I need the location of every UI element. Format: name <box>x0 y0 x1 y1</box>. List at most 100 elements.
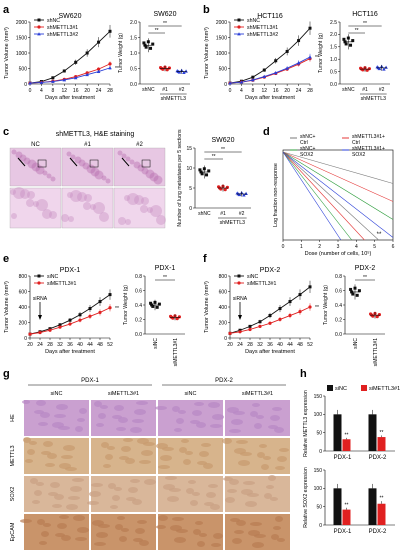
sig-label: ** <box>355 28 359 34</box>
tissue-blob <box>116 427 126 431</box>
tissue-blob <box>261 464 269 470</box>
tissue-blob <box>46 173 52 179</box>
tissue-blob <box>124 195 130 201</box>
chart-title: HCT116 <box>257 13 283 20</box>
tissue-blob <box>101 175 107 181</box>
data-point <box>108 66 112 70</box>
tissue-blob <box>11 149 17 155</box>
tissue-blob <box>66 504 78 510</box>
tissue-blob <box>36 400 46 406</box>
arrow-icon <box>69 157 78 167</box>
tissue-blob <box>137 164 145 172</box>
x-axis-label: Days after treatment <box>245 349 295 355</box>
legend-label: SOX2 <box>300 152 314 158</box>
tissue-blob <box>241 489 253 495</box>
data-point <box>175 317 179 321</box>
tissue-blob <box>222 438 232 444</box>
y-tick-label: 0.0 <box>335 332 342 338</box>
legend-swatch <box>327 385 333 391</box>
tissue-blob <box>270 497 278 501</box>
data-point <box>108 62 112 66</box>
y-tick-label: 0.5 <box>330 69 337 75</box>
tissue-blob <box>229 479 239 485</box>
tissue-blob <box>90 204 96 210</box>
x-tick-label: 24 <box>237 342 243 348</box>
bar-chart-Relative SOX2 expression: 0 50 100 150 Relative SOX2 expression ** PDX-1… <box>303 467 395 535</box>
legend-label: shMETTL3#2 <box>247 32 278 38</box>
data-point <box>88 307 92 311</box>
y-tick-label: 0.6 <box>335 288 342 294</box>
data-point <box>28 332 32 336</box>
tissue-blob <box>66 151 72 157</box>
panel-letter-b: b <box>203 4 210 16</box>
sig-label: ** <box>163 21 167 27</box>
tissue-blob <box>153 175 163 185</box>
tissue-blob <box>48 492 58 496</box>
tissue-blob <box>172 517 184 521</box>
tissue-blob <box>112 415 122 419</box>
tissue-blob <box>225 497 235 503</box>
data-point <box>207 169 211 173</box>
legend-marker <box>237 18 241 22</box>
tissue-blob <box>230 518 240 522</box>
tissue-blob <box>45 463 55 467</box>
y-tick-label: 600 <box>19 289 28 295</box>
tissue-blob <box>208 484 218 488</box>
category-label: siNC <box>353 338 359 349</box>
category-label: shNC <box>142 87 155 93</box>
tissue-blob <box>117 150 123 156</box>
x-tick-label: 52 <box>107 342 113 348</box>
tissue-blob <box>99 212 109 222</box>
tissue-blob <box>29 441 37 445</box>
he-lung-image <box>113 147 166 187</box>
legend-label: shNC+ <box>300 146 316 152</box>
x-tick-label: 16 <box>273 88 279 94</box>
chart-title: PDX-1 <box>60 267 81 274</box>
tissue-blob <box>119 536 127 542</box>
x-tick-label: 4 <box>355 244 358 250</box>
tissue-blob <box>33 201 39 207</box>
dot-chart-f: 0.0 0.2 0.4 0.6 0.8 Tumor Weight (g) PDX-2 siNC… <box>323 265 385 366</box>
legend-label: shMETTL3#2 <box>47 32 78 38</box>
tissue-blob <box>132 419 144 423</box>
tissue-blob <box>68 216 74 222</box>
group-label: PDX-1 <box>81 378 99 384</box>
y-tick-label: 0 <box>319 449 322 455</box>
y-tick-label: 15 <box>186 146 192 152</box>
legend-label: siNC <box>335 386 347 392</box>
tissue-blob <box>119 456 129 460</box>
legend-label: Ctrl <box>300 140 308 146</box>
tissue-blob <box>27 191 35 199</box>
data-point <box>288 300 292 304</box>
tissue-blob <box>170 525 182 531</box>
tissue-blob <box>250 522 262 526</box>
data-point <box>223 188 227 192</box>
y-tick-label: 150 <box>314 468 323 474</box>
y-tick-label: 0.0 <box>330 82 337 88</box>
group-label: shMETTL3 <box>361 96 386 102</box>
tissue-blob <box>145 169 155 179</box>
tissue-blob <box>121 446 131 452</box>
bar-chart-Relative METTL3 expression: 0 50 100 150 Relative METTL3 expression ** PDX… <box>303 385 400 461</box>
x-tick-label: 5 <box>373 244 376 250</box>
data-point <box>288 313 292 318</box>
data-point <box>244 191 248 195</box>
data-point <box>248 324 252 328</box>
he-zoom-image <box>113 187 166 229</box>
chart-title: SW620 <box>212 137 235 144</box>
data-point <box>62 78 67 82</box>
bar-siNC <box>368 414 377 451</box>
data-point <box>248 327 252 332</box>
category-label: PDX-1 <box>334 529 352 535</box>
y-tick-label: 800 <box>19 274 28 280</box>
category-label: PDX-2 <box>369 529 387 535</box>
data-point <box>278 307 282 311</box>
category-label: PDX-1 <box>334 455 352 461</box>
y-tick-label: 0 <box>224 336 227 342</box>
arrow-icon <box>17 157 26 167</box>
data-point <box>205 173 209 177</box>
legend-label: siMETTL3#1 <box>247 281 277 287</box>
tissue-blob <box>178 410 186 414</box>
